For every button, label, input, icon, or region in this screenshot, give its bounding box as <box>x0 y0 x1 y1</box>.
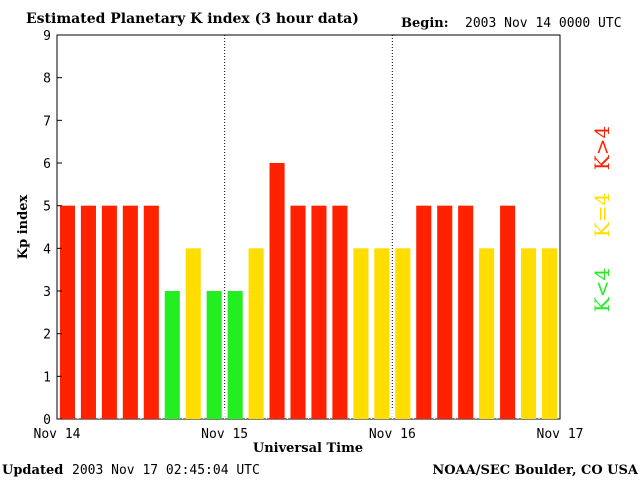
y-tick-label: 2 <box>43 328 51 343</box>
x-axis-label: Universal Time <box>253 441 363 456</box>
kp-bar <box>458 205 474 419</box>
x-tick-label: Nov 17 <box>537 427 584 442</box>
begin-label: Begin: <box>401 16 449 31</box>
kp-bar <box>416 205 432 419</box>
kp-bar <box>122 205 138 419</box>
kp-bar <box>206 291 222 419</box>
kp-bar <box>332 205 348 419</box>
kp-bar <box>437 205 453 419</box>
kp-bar <box>101 205 117 419</box>
legend-high: K>4 <box>590 126 614 170</box>
kp-bar <box>143 205 159 419</box>
kp-bar <box>248 248 264 419</box>
y-tick-label: 1 <box>43 370 51 385</box>
y-tick-label: 0 <box>43 413 51 428</box>
x-tick-label: Nov 15 <box>201 427 248 442</box>
kp-bar <box>353 248 369 419</box>
kp-bar <box>80 205 96 419</box>
bars <box>59 163 558 419</box>
y-tick-label: 8 <box>43 72 51 87</box>
kp-bar <box>374 248 390 419</box>
kp-bar <box>500 205 516 419</box>
begin-value: 2003 Nov 14 0000 UTC <box>465 16 622 31</box>
kp-bar <box>164 291 180 419</box>
legend-low: K<4 <box>590 268 614 312</box>
kp-bar <box>269 163 285 419</box>
kp-bar <box>311 205 327 419</box>
day-separators <box>224 35 393 419</box>
x-tick-label: Nov 14 <box>34 427 81 442</box>
kp-bar <box>59 205 76 419</box>
chart-title: Estimated Planetary K index (3 hour data… <box>26 11 359 27</box>
y-tick-label: 4 <box>43 242 51 257</box>
plot-area <box>56 34 561 420</box>
updated-value: 2003 Nov 17 02:45:04 UTC <box>72 463 260 478</box>
x-axis-ticks: Nov 14 Nov 15 Nov 16 Nov 17 <box>34 409 584 442</box>
kp-bar <box>479 248 495 419</box>
legend-mid: K=4 <box>590 193 614 237</box>
source-credit: NOAA/SEC Boulder, CO USA <box>432 463 639 478</box>
y-tick-label: 3 <box>43 285 51 300</box>
kp-bar <box>541 248 558 419</box>
y-axis-label: Kp index <box>16 195 31 260</box>
y-axis-ticks: 0 1 2 3 4 5 6 7 8 9 <box>43 29 62 428</box>
kp-bar <box>521 248 537 419</box>
y-tick-label: 6 <box>43 157 51 172</box>
updated-label: Updated <box>2 463 63 478</box>
kp-bar <box>185 248 201 419</box>
y-tick-label: 7 <box>43 114 51 129</box>
y-tick-label: 9 <box>43 29 51 44</box>
x-tick-label: Nov 16 <box>369 427 416 442</box>
kp-bar <box>395 248 411 419</box>
kp-bar <box>290 205 306 419</box>
y-tick-label: 5 <box>43 200 51 215</box>
kp-bar <box>227 291 243 419</box>
